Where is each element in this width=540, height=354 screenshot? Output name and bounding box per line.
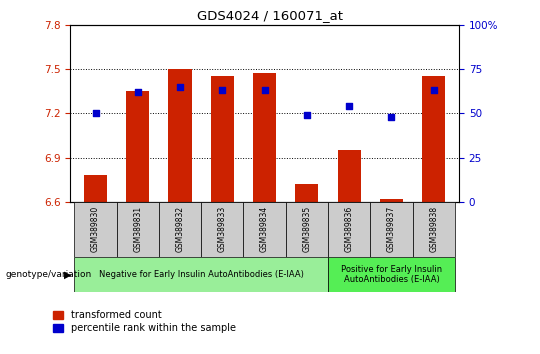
Bar [422, 76, 446, 202]
Bar [286, 202, 328, 257]
Bar [159, 202, 201, 257]
Bar [126, 91, 150, 202]
Bar [253, 73, 276, 202]
Text: GSM389836: GSM389836 [345, 206, 354, 252]
Point [387, 114, 396, 120]
Point [429, 87, 438, 93]
Text: GSM389835: GSM389835 [302, 206, 312, 252]
Point [91, 110, 100, 116]
Bar [75, 257, 328, 292]
Point [176, 84, 184, 90]
Bar [370, 202, 413, 257]
Text: GDS4024 / 160071_at: GDS4024 / 160071_at [197, 9, 343, 22]
Text: ▶: ▶ [64, 269, 71, 279]
Bar [244, 202, 286, 257]
Point [133, 89, 142, 95]
Point [260, 87, 269, 93]
Bar [117, 202, 159, 257]
Bar [75, 202, 117, 257]
Text: genotype/variation: genotype/variation [5, 270, 92, 279]
Bar [328, 202, 370, 257]
Text: GSM389838: GSM389838 [429, 206, 438, 252]
Text: Negative for Early Insulin AutoAntibodies (E-IAA): Negative for Early Insulin AutoAntibodie… [99, 270, 303, 279]
Text: GSM389833: GSM389833 [218, 206, 227, 252]
Point [302, 112, 311, 118]
Text: GSM389832: GSM389832 [176, 206, 185, 252]
Bar [328, 257, 455, 292]
Bar [84, 175, 107, 202]
Bar [201, 202, 244, 257]
Bar [413, 202, 455, 257]
Bar [168, 69, 192, 202]
Point [345, 103, 354, 109]
Text: GSM389830: GSM389830 [91, 206, 100, 252]
Bar [295, 184, 319, 202]
Text: GSM389831: GSM389831 [133, 206, 143, 252]
Bar [211, 76, 234, 202]
Text: Positive for Early Insulin
AutoAntibodies (E-IAA): Positive for Early Insulin AutoAntibodie… [341, 265, 442, 284]
Legend: transformed count, percentile rank within the sample: transformed count, percentile rank withi… [53, 310, 236, 333]
Bar [338, 150, 361, 202]
Text: GSM389837: GSM389837 [387, 206, 396, 252]
Bar [380, 199, 403, 202]
Point [218, 87, 227, 93]
Text: GSM389834: GSM389834 [260, 206, 269, 252]
